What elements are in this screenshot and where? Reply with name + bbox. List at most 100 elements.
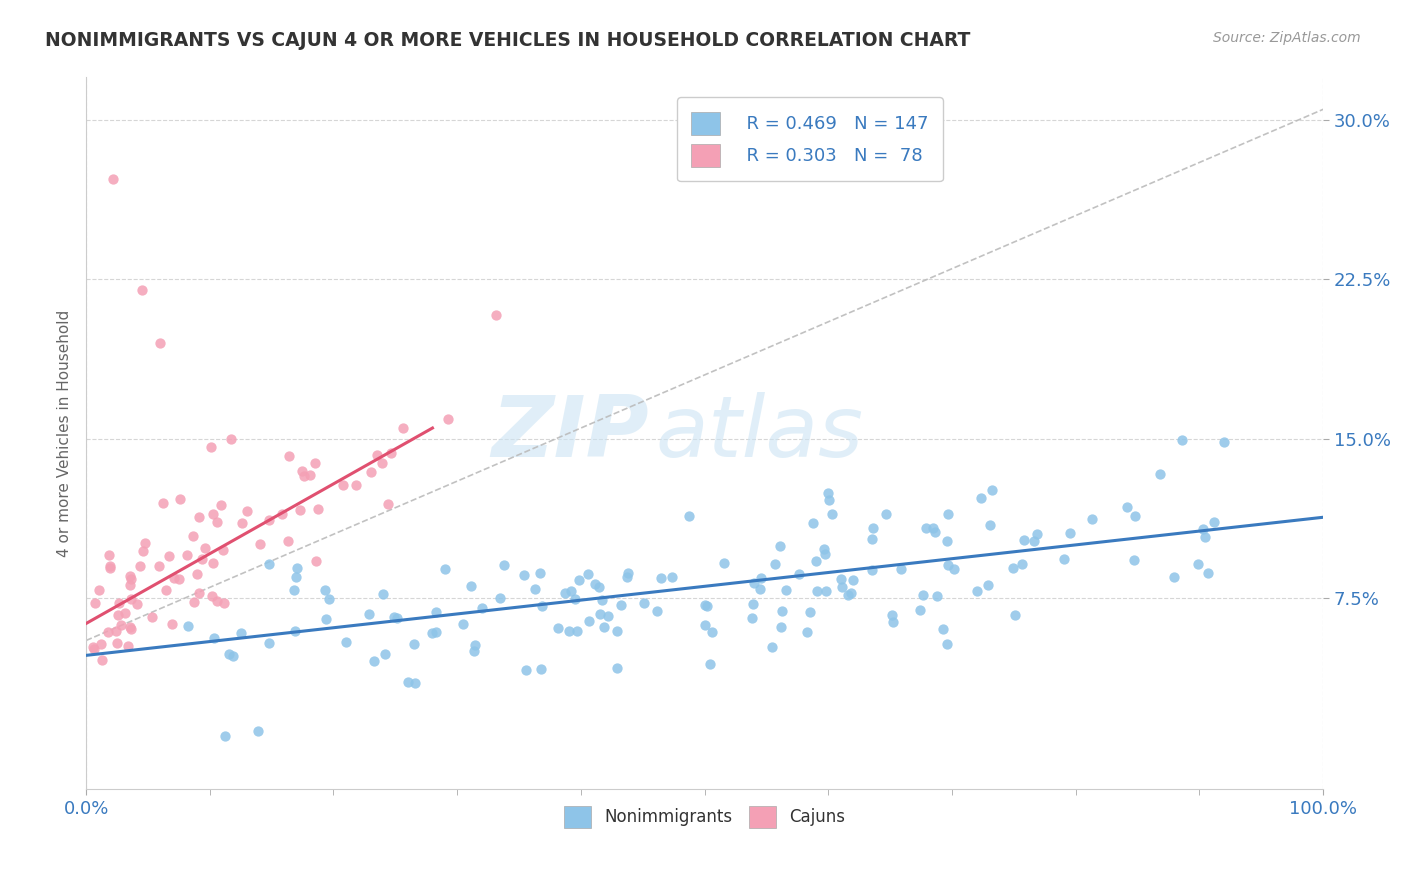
Point — [678, 509, 700, 524]
Point — [1052, 551, 1074, 566]
Point — [742, 597, 765, 611]
Point — [770, 620, 793, 634]
Point — [813, 541, 835, 556]
Point — [693, 598, 716, 612]
Point — [374, 647, 396, 661]
Point — [922, 520, 945, 534]
Point — [803, 516, 825, 530]
Point — [485, 309, 508, 323]
Point — [585, 577, 607, 591]
Point — [107, 607, 129, 622]
Point — [1149, 467, 1171, 482]
Point — [970, 491, 993, 506]
Point — [842, 573, 865, 587]
Point — [981, 483, 1004, 498]
Point — [387, 611, 409, 625]
Text: Source: ZipAtlas.com: Source: ZipAtlas.com — [1213, 31, 1361, 45]
Point — [598, 608, 620, 623]
Point — [1022, 534, 1045, 549]
Point — [693, 617, 716, 632]
Point — [775, 582, 797, 597]
Point — [188, 586, 211, 600]
Point — [837, 588, 859, 602]
Point — [257, 558, 280, 572]
Point — [806, 584, 828, 599]
Point — [1212, 434, 1234, 449]
Point — [107, 636, 129, 650]
Point — [332, 478, 354, 492]
Point — [307, 502, 329, 516]
Point — [576, 567, 599, 582]
Point — [661, 570, 683, 584]
Point — [177, 618, 200, 632]
Point — [761, 640, 783, 654]
Point — [1123, 553, 1146, 567]
Point — [702, 624, 724, 639]
Point — [558, 624, 581, 638]
Point — [860, 532, 883, 546]
Point — [259, 513, 281, 527]
Point — [249, 537, 271, 551]
Point — [547, 621, 569, 635]
Point — [118, 569, 141, 583]
Point — [209, 498, 232, 512]
Point — [1001, 560, 1024, 574]
Point — [149, 336, 172, 351]
Point — [114, 606, 136, 620]
Point — [236, 504, 259, 518]
Point — [163, 572, 186, 586]
Point — [770, 604, 793, 618]
Point — [288, 503, 311, 517]
Point — [1012, 533, 1035, 548]
Point — [787, 566, 810, 581]
Point — [299, 468, 322, 483]
Point — [460, 579, 482, 593]
Point — [830, 573, 852, 587]
Point — [148, 559, 170, 574]
Point — [616, 570, 638, 584]
Point — [131, 283, 153, 297]
Point — [530, 599, 553, 614]
Point — [202, 632, 225, 646]
Point — [464, 638, 486, 652]
Point — [97, 625, 120, 640]
Point — [157, 549, 180, 564]
Point — [1194, 529, 1216, 543]
Point — [938, 508, 960, 522]
Point — [201, 556, 224, 570]
Point — [564, 591, 586, 606]
Point — [221, 648, 243, 663]
Point — [882, 615, 904, 629]
Point — [749, 582, 772, 596]
Point — [606, 624, 628, 638]
Point — [90, 637, 112, 651]
Point — [176, 548, 198, 562]
Point — [650, 571, 672, 585]
Point — [420, 626, 443, 640]
Point — [821, 507, 844, 521]
Point — [186, 567, 208, 582]
Point — [742, 576, 765, 591]
Point — [304, 554, 326, 568]
Point — [1025, 527, 1047, 541]
Point — [120, 622, 142, 636]
Point — [83, 597, 105, 611]
Point — [749, 571, 772, 585]
Point — [471, 600, 494, 615]
Point — [529, 566, 551, 580]
Point — [314, 583, 336, 598]
Point — [218, 647, 240, 661]
Point — [768, 539, 790, 553]
Point — [696, 599, 718, 613]
Point — [181, 529, 204, 543]
Point — [363, 654, 385, 668]
Point — [699, 657, 721, 671]
Point — [512, 568, 534, 582]
Point — [277, 533, 299, 548]
Point — [382, 610, 405, 624]
Point — [814, 584, 837, 599]
Point — [862, 521, 884, 535]
Point — [183, 595, 205, 609]
Point — [359, 607, 381, 622]
Point — [875, 507, 897, 521]
